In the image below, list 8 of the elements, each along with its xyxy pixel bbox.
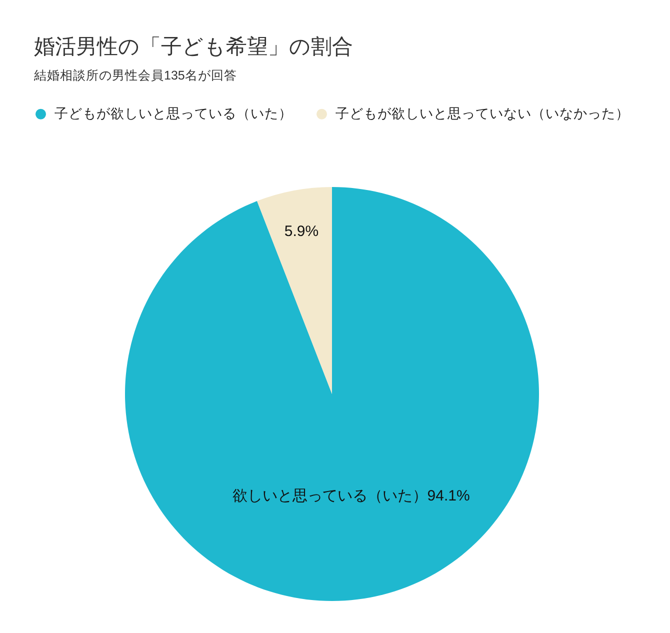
pie-slice <box>257 187 332 394</box>
pie-slice <box>125 187 539 601</box>
legend-label: 子どもが欲しいと思っている（いた） <box>54 106 292 122</box>
data-label: 5.9% <box>284 223 319 240</box>
data-label: 欲しいと思っている（いた）94.1% <box>232 488 470 505</box>
chart-subtitle: 結婚相談所の男性会員135名が回答 <box>33 68 237 82</box>
chart-title: 婚活男性の「子ども希望」の割合 <box>34 36 353 58</box>
legend-label: 子どもが欲しいと思っていない（いなかった） <box>336 106 630 122</box>
